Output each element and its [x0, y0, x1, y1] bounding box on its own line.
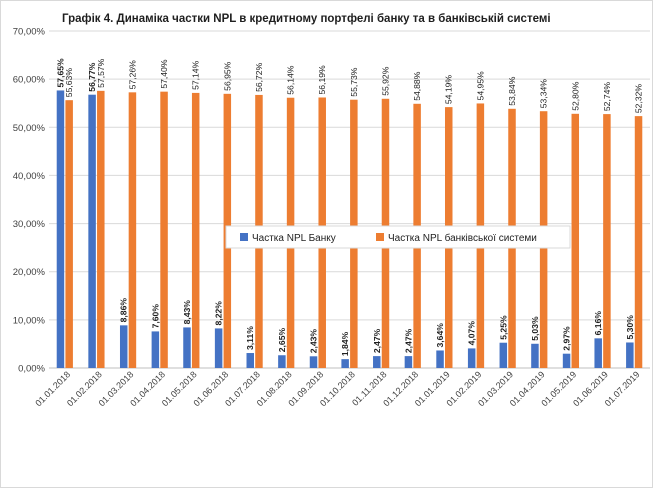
bar-bank — [309, 356, 318, 368]
data-label-system: 56,95% — [222, 61, 232, 91]
data-label-bank: 6,16% — [593, 311, 603, 336]
bar-system — [65, 100, 73, 369]
data-label-bank: 2,97% — [562, 326, 572, 351]
x-axis-ticks: 01.01.201801.02.201801.03.201801.04.2018… — [33, 369, 641, 408]
data-label-system: 54,88% — [412, 71, 422, 101]
legend: Частка NPL Банку Частка NPL банківської … — [225, 225, 571, 249]
bar-bank — [56, 90, 65, 369]
data-label-bank: 5,30% — [625, 315, 635, 340]
bar-bank — [88, 94, 96, 369]
data-label-bank: 8,86% — [119, 298, 129, 323]
data-label-bank: 5,25% — [498, 315, 508, 340]
y-tick-label: 30,00% — [13, 219, 46, 230]
bar-system — [603, 114, 611, 368]
data-labels: 57,65%55,63% 56,77%57,57% 8,86% 57,26% 7,60%… — [55, 58, 643, 356]
bar-bank — [467, 348, 476, 368]
bar-system — [160, 91, 168, 368]
bar-bank — [626, 342, 634, 368]
bar-bank — [404, 356, 413, 368]
bar-system — [191, 92, 200, 368]
data-label-bank: 1,84% — [340, 331, 350, 356]
bar-bank — [594, 338, 602, 368]
legend-label-system: Частка NPL банківської системи — [388, 232, 537, 244]
data-label-system: 55,92% — [380, 66, 390, 96]
data-label-bank: 8,22% — [214, 301, 224, 326]
bar-bank — [246, 353, 255, 368]
y-tick-label: 20,00% — [13, 267, 46, 278]
y-tick-label: 70,00% — [13, 27, 46, 38]
legend-swatch-system — [376, 233, 384, 241]
data-label-system: 53,34% — [539, 79, 549, 109]
bar-system — [634, 116, 643, 368]
data-label-system: 57,57% — [96, 58, 106, 88]
chart-title: Графік 4. Динаміка частки NPL в кредитно… — [62, 13, 551, 25]
data-label-system: 55,63% — [64, 68, 74, 98]
data-label-system: 53,84% — [507, 76, 517, 106]
bar-bank — [151, 331, 160, 368]
data-label-bank: 3,11% — [245, 326, 255, 350]
data-label-system: 54,95% — [475, 71, 485, 101]
bar-bank — [341, 359, 349, 368]
bar-system — [571, 113, 580, 368]
y-tick-label: 60,00% — [13, 75, 46, 86]
data-label-bank: 57,65% — [55, 58, 65, 88]
data-label-system: 54,19% — [444, 75, 454, 105]
data-label-system: 55,73% — [349, 67, 359, 97]
bar-bank — [531, 343, 539, 368]
y-tick-label: 10,00% — [13, 315, 46, 326]
bar-system — [97, 90, 105, 369]
data-label-bank: 7,60% — [150, 304, 160, 329]
y-tick-label: 40,00% — [13, 171, 46, 182]
data-label-system: 56,72% — [254, 62, 264, 92]
data-label-bank: 8,43% — [182, 300, 192, 325]
y-tick-label: 0,00% — [18, 364, 45, 375]
data-label-bank: 2,47% — [403, 328, 413, 353]
legend-label-bank: Частка NPL Банку — [252, 233, 336, 244]
data-label-bank: 5,03% — [530, 316, 540, 341]
y-tick-label: 50,00% — [13, 123, 46, 134]
data-label-bank: 3,64% — [435, 323, 445, 348]
data-label-system: 52,80% — [570, 81, 580, 111]
bar-bank — [499, 342, 508, 368]
bar-bank — [119, 325, 128, 368]
bar-bank — [278, 355, 286, 368]
data-label-system: 56,19% — [317, 65, 327, 95]
data-label-system: 52,32% — [634, 84, 644, 114]
data-label-system: 56,14% — [286, 65, 296, 95]
data-label-bank: 56,77% — [87, 62, 97, 92]
bar-bank — [183, 327, 191, 368]
data-label-system: 57,14% — [191, 60, 201, 90]
data-label-system: 57,26% — [127, 60, 137, 90]
bar-bank — [562, 353, 571, 368]
data-label-bank: 2,47% — [372, 328, 382, 353]
bar-bank — [214, 328, 223, 368]
bar-bank — [436, 350, 444, 368]
y-axis-ticks: 0,00% 10,00% 20,00% 30,00% 40,00% 50,00% 60,00… — [13, 27, 46, 375]
data-label-bank: 2,43% — [309, 329, 319, 354]
legend-box — [225, 225, 571, 249]
data-label-system: 52,74% — [602, 82, 612, 112]
data-label-bank: 2,65% — [277, 328, 287, 353]
bar-system — [128, 92, 137, 369]
bar-bank — [373, 356, 381, 368]
legend-swatch-bank — [240, 233, 248, 241]
gridlines — [49, 30, 650, 369]
data-label-bank: 4,07% — [467, 321, 477, 346]
data-label-system: 57,40% — [159, 59, 169, 89]
